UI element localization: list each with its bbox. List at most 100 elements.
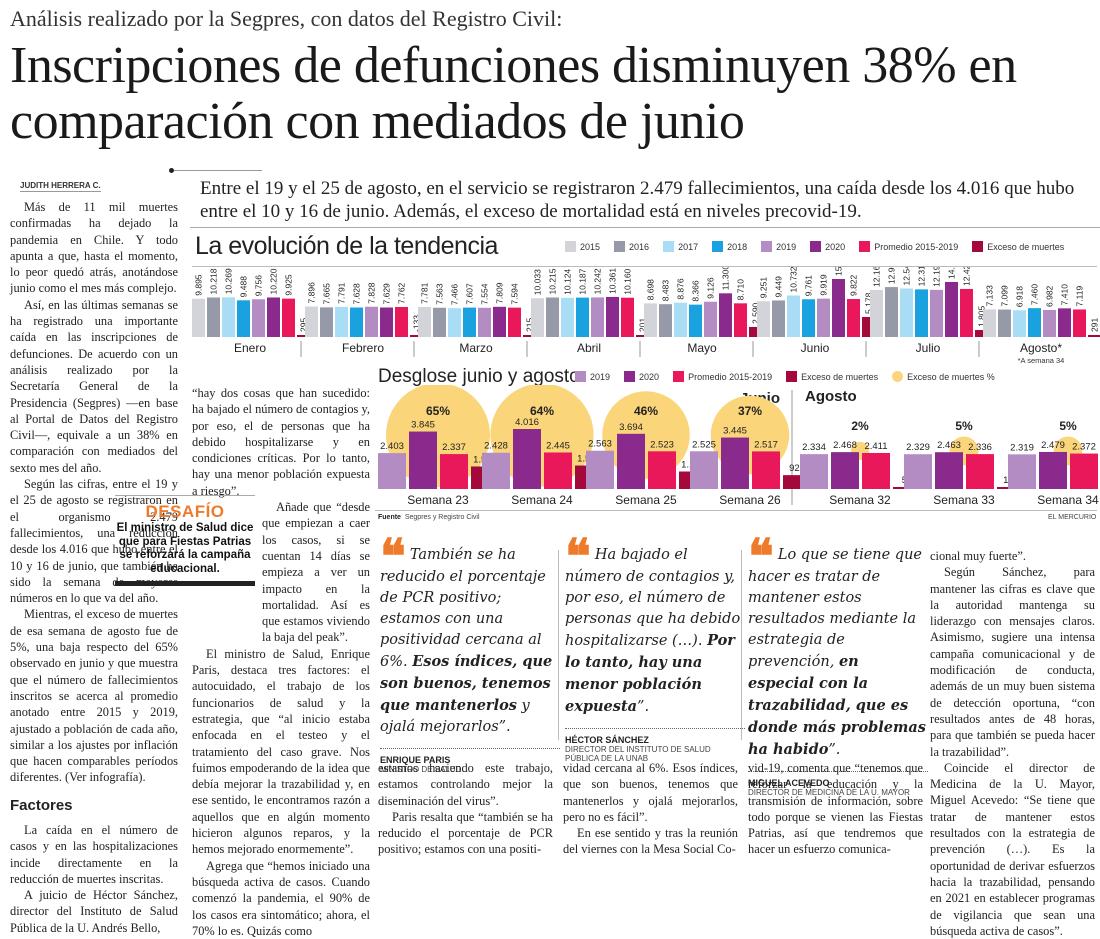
bar-2020-1 <box>513 429 541 489</box>
data-label: 2.403 <box>380 441 404 452</box>
data-label: 12.313 <box>917 267 927 286</box>
data-label: 2.329 <box>906 442 930 453</box>
data-label: 15.000 <box>834 267 844 276</box>
bar-2020-5 <box>832 279 845 337</box>
data-label: 10.187 <box>578 268 588 294</box>
paragraph: Añade que “desde que empiezan a caer los… <box>262 500 370 645</box>
legend-swatch <box>892 371 904 382</box>
data-label: 10.215 <box>548 268 558 294</box>
bar-2020-4 <box>719 293 732 337</box>
desafio-bar <box>115 581 255 586</box>
chart-title-desglose: Desglose junio y agosto <box>378 366 580 387</box>
data-label: 7.781 <box>420 282 430 304</box>
data-label: 3.694 <box>619 422 643 433</box>
credit: EL MERCURIO <box>1048 514 1097 521</box>
legend-swatch <box>575 371 586 382</box>
category-label: Semana 24 <box>511 493 573 507</box>
data-label: 9.895 <box>194 274 204 296</box>
data-label: 9.251 <box>759 277 769 299</box>
data-label: 8.366 <box>691 280 701 302</box>
data-label: 7.466 <box>450 284 460 306</box>
category-label: Febrero <box>342 341 384 355</box>
data-label: 7.762 <box>397 282 407 304</box>
paragraph: Paris resalta que “también se ha reducid… <box>378 809 553 857</box>
quote-role: DIRECTOR DE MEDICINA DE LA U. MAYOR <box>748 788 910 797</box>
bar-2019-4 <box>800 454 828 489</box>
bar-2019-6 <box>930 289 943 337</box>
paragraph: “hay dos cosas que han sucedido: ha baja… <box>192 386 370 498</box>
bar-2018-2 <box>463 307 476 337</box>
legend-label: 2019 <box>590 371 611 382</box>
bar-2019-3 <box>591 297 604 337</box>
article-column-4: vidad cercana al 6%. Esos índices, que s… <box>563 760 738 858</box>
bar-2018-3 <box>576 297 589 337</box>
bar-2016-3 <box>546 297 559 337</box>
legend-swatch <box>624 371 636 382</box>
data-label: 5% <box>1059 419 1077 433</box>
bar-promedio-7 <box>1073 309 1086 337</box>
legend-label: 2019 <box>776 241 797 252</box>
bar-2020-3 <box>721 437 749 489</box>
data-label: 7.594 <box>510 283 520 305</box>
legend-label: 2020 <box>639 371 660 382</box>
bar-2020-6 <box>1039 451 1067 489</box>
bar-exceso-3 <box>636 335 649 337</box>
bar-2016-7 <box>998 309 1011 337</box>
paragraph: Así, en las últimas semanas se ha regist… <box>10 297 178 475</box>
bar-2019-0 <box>378 453 406 489</box>
legend-label: Promedio 2015-2019 <box>688 371 773 382</box>
paragraph: Agrega que “hemos iniciado una búsqueda … <box>192 858 370 938</box>
bar-2020-0 <box>409 431 437 489</box>
bar-2015-4 <box>644 303 657 337</box>
paragraph: Según las cifras, entre el 19 y el 25 de… <box>10 477 178 606</box>
bar-2017-7 <box>1013 310 1026 337</box>
legend-item: Promedio 2015-2019 <box>673 371 772 382</box>
category-label: Abril <box>577 341 601 355</box>
bar-2019-3 <box>690 451 718 489</box>
data-label: 2.517 <box>754 439 778 450</box>
bar-2019-7 <box>1043 310 1056 337</box>
legend-swatch <box>859 241 871 252</box>
data-label: 9.488 <box>239 276 249 298</box>
article-column-2: “hay dos cosas que han sucedido: ha baja… <box>192 385 370 939</box>
category-label: Semana 23 <box>407 493 469 507</box>
legend-item: 2018 <box>712 241 747 252</box>
data-label: 7.099 <box>1000 285 1010 307</box>
data-label: 2.319 <box>1010 442 1034 453</box>
bar-2017-4 <box>674 302 687 337</box>
data-label: 928 <box>789 463 805 474</box>
legend-item: 2017 <box>663 241 698 252</box>
article-column-5: vid-19, comenta que “tenemos que reforza… <box>748 760 923 858</box>
data-label: 4.016 <box>515 417 539 428</box>
legend-item: 2019 <box>761 241 796 252</box>
bar-2017-0 <box>222 297 235 337</box>
quote-part: y ojalá mejorarlos”. <box>380 698 530 735</box>
data-label: 7.607 <box>465 283 475 305</box>
legend-label: 2016 <box>629 241 650 252</box>
data-label: 12.427 <box>962 267 972 286</box>
data-label: 12.549 <box>902 267 912 285</box>
chart-desglose: JunioAgosto65%2.4033.8452.3371.508Semana… <box>378 385 1099 507</box>
bar-2016-1 <box>320 307 333 337</box>
source-note: Fuente Segpres y Registro Civil <box>378 514 480 521</box>
bar-promedio-2 <box>648 451 676 489</box>
data-label: 2.445 <box>546 440 570 451</box>
bar-promedio-4 <box>734 303 747 337</box>
data-label: 9.925 <box>284 274 294 296</box>
data-label: 10.732 <box>789 267 799 293</box>
data-label: 7.828 <box>367 282 377 304</box>
bar-2020-6 <box>945 281 958 337</box>
data-label: 215 <box>525 318 535 332</box>
data-label: 6.918 <box>1015 286 1025 308</box>
data-label: 10.218 <box>209 268 219 294</box>
bar-promedio-5 <box>966 454 994 489</box>
source-text: Segpres y Registro Civil <box>404 514 480 521</box>
bar-promedio-6 <box>1070 453 1098 489</box>
bar-2015-6 <box>870 289 883 337</box>
desafio-title: DESAFÍO <box>145 502 225 521</box>
pull-quote-sanchez: ❝ Ha bajado el número de contagios y, por… <box>565 533 745 763</box>
bar-promedio-1 <box>544 452 572 489</box>
data-label: 6.982 <box>1045 285 1055 307</box>
quote-credit: ENRIQUE PARIS MINISTRO DE SALUD <box>380 748 560 774</box>
bar-2019-5 <box>817 298 830 337</box>
